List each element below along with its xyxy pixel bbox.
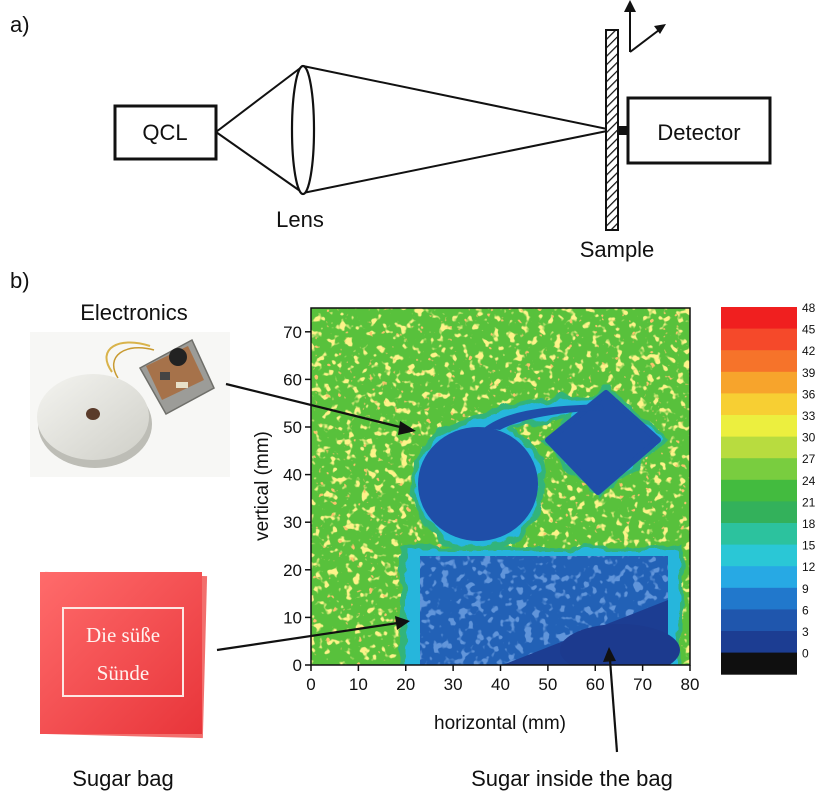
colorbar-swatch xyxy=(721,307,797,330)
colorbar-swatch xyxy=(721,415,797,438)
y-tick-label: 60 xyxy=(283,370,302,389)
y-tick-label: 0 xyxy=(293,656,302,675)
y-tick-label: 20 xyxy=(283,561,302,580)
bag-print-line2: Sünde xyxy=(97,661,150,685)
x-tick-label: 0 xyxy=(306,675,315,694)
sugar-bag-label: Sugar bag xyxy=(72,766,174,791)
detector-label: Detector xyxy=(657,120,740,145)
colorbar-tick-label: 15 xyxy=(802,539,816,553)
colorbar-swatch xyxy=(721,566,797,589)
intensity-map: 0 10 20 30 40 50 60 70 80 0 10 20 30 40 50 60 70 horizo… xyxy=(252,307,699,734)
lens-label: Lens xyxy=(276,207,324,232)
colorbar-tick-label: 12 xyxy=(802,560,816,574)
colorbar-tick-label: 33 xyxy=(802,409,816,423)
x-tick-label: 30 xyxy=(444,675,463,694)
arrow-diagonal-icon xyxy=(654,24,666,34)
colorbar-swatch xyxy=(721,609,797,632)
qcl-box xyxy=(113,104,218,161)
colorbar-swatch xyxy=(721,501,797,524)
bag-print-line1: Die süße xyxy=(86,623,160,647)
y-tick-label: 10 xyxy=(283,608,302,627)
colorbar-swatch xyxy=(721,652,797,675)
colorbar-tick-label: 6 xyxy=(802,603,809,617)
colorbar-swatch xyxy=(721,631,797,654)
lens-shape xyxy=(290,64,316,196)
y-tick-label: 70 xyxy=(283,323,302,342)
y-axis: 0 10 20 30 40 50 60 70 xyxy=(283,323,311,675)
x-tick-label: 70 xyxy=(633,675,652,694)
x-tick-label: 60 xyxy=(586,675,605,694)
map-image xyxy=(311,308,690,665)
optical-setup-diagram: QCL Lens Sample Detector xyxy=(113,0,772,262)
x-axis: 0 10 20 30 40 50 60 70 80 xyxy=(306,665,699,694)
x-tick-label: 20 xyxy=(396,675,415,694)
panel-a-label: a) xyxy=(10,12,30,37)
arrow-head-icon xyxy=(603,647,616,662)
beam-lines xyxy=(215,4,664,194)
detector-window xyxy=(618,126,628,135)
electronics-photo xyxy=(30,332,230,477)
detector-box xyxy=(626,96,772,165)
x-tick-label: 50 xyxy=(538,675,557,694)
annotation-arrows xyxy=(216,382,619,753)
sugar-bag-photo: Die süße Sünde xyxy=(40,571,208,739)
colorbar-tick-label: 39 xyxy=(802,366,816,380)
colorbar-swatch xyxy=(721,350,797,373)
colorbar-swatch xyxy=(721,458,797,481)
panel-b-label: b) xyxy=(10,268,30,293)
colorbar-tick-label: 48 xyxy=(802,301,816,315)
x-tick-label: 40 xyxy=(491,675,510,694)
y-tick-label: 50 xyxy=(283,418,302,437)
electronics-label: Electronics xyxy=(80,300,188,325)
colorbar-swatch xyxy=(721,523,797,546)
sugar-inside-label: Sugar inside the bag xyxy=(471,766,673,791)
colorbar-tick-label: 21 xyxy=(802,495,816,509)
colorbar-swatch xyxy=(721,436,797,459)
x-axis-label: horizontal (mm) xyxy=(434,713,566,734)
y-tick-label: 30 xyxy=(283,513,302,532)
colorbar-swatch xyxy=(721,544,797,567)
colorbar-tick-label: 0 xyxy=(802,647,809,661)
sample-plate xyxy=(605,29,619,231)
colorbar-swatch xyxy=(721,587,797,610)
colorbar-tick-label: 30 xyxy=(802,431,816,445)
colorbar-tick-label: 9 xyxy=(802,582,809,596)
colorbar-swatch xyxy=(721,371,797,394)
colorbar-tick-label: 42 xyxy=(802,344,816,358)
y-axis-label: vertical (mm) xyxy=(252,431,273,541)
colorbar-tick-label: 36 xyxy=(802,387,816,401)
x-tick-label: 80 xyxy=(681,675,700,694)
arrow-head-icon xyxy=(395,616,410,630)
colorbar-tick-label: 27 xyxy=(802,452,816,466)
colorbar-tick-label: 18 xyxy=(802,517,816,531)
colorbar-swatch xyxy=(721,479,797,502)
x-tick-label: 10 xyxy=(349,675,368,694)
sample-label: Sample xyxy=(580,237,655,262)
colorbar-tick-label: 45 xyxy=(802,323,816,337)
arrow-up-icon xyxy=(624,0,636,12)
colorbar-swatch xyxy=(721,393,797,416)
y-tick-label: 40 xyxy=(283,466,302,485)
colorbar-swatch xyxy=(721,328,797,351)
arrow-head-icon xyxy=(398,421,416,435)
colorbar-tick-label: 3 xyxy=(802,625,809,639)
colorbar-tick-label: 24 xyxy=(802,474,816,488)
qcl-label: QCL xyxy=(142,120,187,145)
